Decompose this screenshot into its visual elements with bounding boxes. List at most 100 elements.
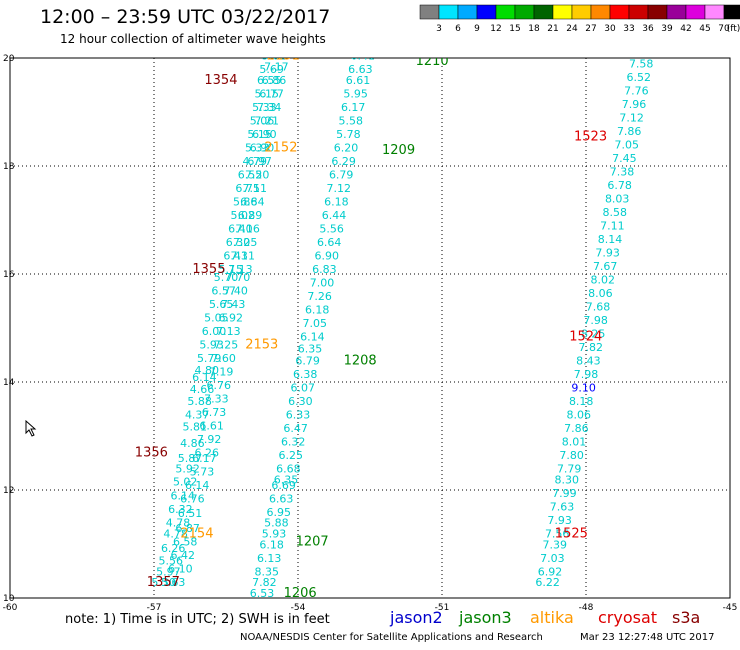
wave-height-value: 6.17: [341, 101, 366, 114]
wave-height-value: 5.86: [233, 195, 258, 208]
wave-height-value: 5.93: [199, 339, 224, 352]
colorscale-swatch: [438, 4, 459, 20]
colorscale-label: 12: [490, 24, 501, 34]
colorscale-label: 15: [509, 24, 520, 34]
colorscale-swatch: [514, 4, 535, 20]
wave-height-value: 9.10: [571, 382, 596, 395]
wave-height-value: 6.53: [250, 587, 275, 600]
wave-height-value: 7.45: [612, 152, 637, 165]
wave-height-value: 7.11: [600, 220, 625, 233]
pass-time-label: 1210: [416, 54, 449, 69]
wave-height-value: 5.05: [204, 312, 229, 325]
wave-height-value: 6.02: [358, 12, 383, 25]
wave-height-value: 6.14: [171, 490, 196, 503]
wave-height-value: 6.69: [271, 479, 296, 492]
chart-title: 12:00 – 23:59 UTC 03/22/2017: [40, 6, 331, 28]
x-tick-label: -45: [723, 603, 738, 613]
wave-height-value: 6.59: [353, 39, 378, 52]
wave-height-value: 6.13: [257, 552, 282, 565]
wave-height-value: 7.34: [257, 101, 282, 114]
wave-height-value: 7.93: [547, 514, 572, 527]
colorscale-label: 70: [718, 24, 730, 34]
wave-height-value: 8.30: [555, 474, 580, 487]
wave-height-value: 6.90: [250, 141, 275, 154]
wave-height-value: 7.05: [615, 139, 640, 152]
wave-height-value: 8.02: [591, 274, 616, 287]
wave-height-value: 6.20: [334, 141, 359, 154]
wave-height-value: 6.03: [360, 0, 385, 11]
wave-height-value: 6.29: [331, 155, 356, 168]
wave-height-value: 7.26: [307, 290, 332, 303]
wave-height-value: 7.93: [595, 247, 620, 260]
wave-height-value: 5.79: [197, 352, 222, 365]
wave-height-value: 6.73: [202, 406, 227, 419]
wave-height-value: 5.02: [231, 209, 256, 222]
wave-height-value: 6.61: [346, 74, 371, 87]
wave-height-value: 7.56: [545, 528, 570, 541]
wave-height-value: 8.06: [567, 409, 592, 422]
pass-time-label: 1355: [192, 262, 225, 277]
wave-height-value: 6.89: [238, 209, 263, 222]
wave-height-value: 5.93: [262, 528, 287, 541]
pass-time-label: 1356: [135, 446, 168, 461]
y-tick-label: 12: [3, 486, 14, 496]
wave-height-value: 6.55: [238, 168, 263, 181]
colorscale-label: 33: [623, 24, 634, 34]
footer-credit: NOAA/NESDIS Center for Satellite Applica…: [240, 632, 543, 643]
wave-height-value: 7.17: [264, 60, 289, 73]
wave-height-value: 7.86: [617, 125, 642, 138]
wave-height-value: 7.21: [255, 114, 280, 127]
wave-height-value: 6.26: [195, 447, 220, 460]
wave-height-value: 7.58: [629, 58, 654, 71]
wave-height-value: 6.77: [259, 87, 284, 100]
wave-height-value: 7.12: [619, 112, 644, 125]
wave-height-value: 7.82: [252, 576, 277, 589]
wave-height-value: 5.56: [319, 222, 344, 235]
wave-height-value: 5.33: [252, 101, 277, 114]
wave-height-value: 6.22: [535, 576, 560, 589]
colorscale-label: 21: [547, 24, 558, 34]
chart-subtitle: 12 hour collection of altimeter wave hei…: [60, 32, 326, 46]
wave-height-value: 6.35: [298, 342, 323, 355]
wave-height-value: 5.95: [343, 87, 368, 100]
wave-height-value: 7.96: [622, 98, 647, 111]
wave-height-value: 6.76: [207, 379, 232, 392]
pass-time-label: 2151: [267, 49, 300, 64]
pass-time-label: 1209: [382, 143, 415, 158]
wave-height-value: 7.63: [550, 501, 575, 514]
pass-time-label: 1208: [344, 354, 377, 369]
wave-height-value: 5.02: [173, 476, 198, 489]
wave-height-value: 7.98: [574, 368, 599, 381]
wave-height-value: 7.25: [214, 339, 239, 352]
y-tick-label: 16: [3, 270, 15, 280]
pass-time-label: 2153: [245, 338, 278, 353]
colorscale-label: 42: [680, 24, 691, 34]
track-values: 5.305.975.566.264.784.786.326.145.025.92…: [135, 0, 654, 600]
wave-height-value: 5.58: [339, 114, 364, 127]
wave-height-value: 6.33: [286, 409, 311, 422]
wave-height-value: 6.58: [173, 536, 198, 549]
wave-height-value: 6.32: [281, 436, 306, 449]
wave-height-value: 6.18: [259, 538, 284, 551]
wave-height-value: 7.67: [593, 260, 618, 273]
wave-height-value: 5.73: [190, 465, 215, 478]
wave-height-value: 6.43: [223, 249, 248, 262]
y-tick-label: 10: [3, 594, 15, 604]
wave-height-value: 6.86: [262, 74, 287, 87]
colorscale-swatch: [647, 4, 668, 20]
wave-height-value: 5.62: [262, 50, 287, 63]
wave-height-value: 6.14: [185, 479, 210, 492]
colorscale-swatch: [533, 4, 554, 20]
wave-height-value: 5.15: [247, 128, 272, 141]
colorscale-label: 18: [528, 24, 540, 34]
wave-height-value: 7.92: [197, 433, 222, 446]
wave-height-value: 7.80: [559, 449, 584, 462]
wave-height-value: 6.79: [295, 355, 320, 368]
wave-height-value: 6.63: [269, 492, 294, 505]
wave-height-value: 6.25: [279, 449, 304, 462]
x-tick-label: -54: [291, 603, 306, 613]
wave-height-value: 6.87: [175, 522, 200, 535]
wave-height-value: 6.90: [315, 249, 340, 262]
wave-height-value: 8.35: [255, 565, 280, 578]
wave-height-value: 7.05: [303, 317, 328, 330]
